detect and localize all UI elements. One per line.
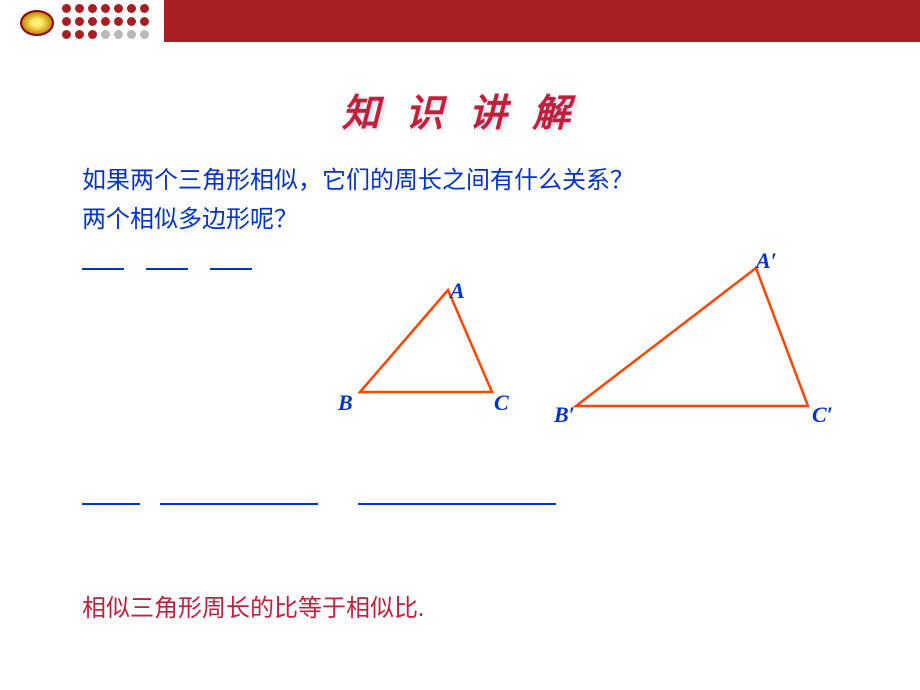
decoration-dot (62, 17, 71, 26)
logo-icon (20, 10, 54, 36)
decoration-dot (62, 4, 71, 13)
blank-underline (358, 503, 556, 505)
blank-underline (146, 268, 188, 270)
header-red-stripe (164, 0, 920, 42)
label-B: B (338, 390, 353, 416)
decoration-dot (75, 30, 84, 39)
label-A: A (450, 278, 465, 304)
decoration-dot (88, 4, 97, 13)
decoration-dot (75, 4, 84, 13)
triangle-large (568, 262, 818, 416)
decoration-dot (88, 17, 97, 26)
decoration-dot (127, 17, 136, 26)
decoration-dot (127, 4, 136, 13)
decoration-dot (62, 30, 71, 39)
conclusion-text: 相似三角形周长的比等于相似比. (82, 588, 424, 623)
label-C: C (494, 390, 509, 416)
decoration-dot (140, 4, 149, 13)
header-bar (0, 0, 920, 50)
blank-underline (210, 268, 252, 270)
decoration-dot (114, 17, 123, 26)
decoration-dot (127, 30, 136, 39)
decoration-dot (114, 4, 123, 13)
decoration-dot (75, 17, 84, 26)
dot-grid-decoration (62, 4, 152, 42)
label-A-prime: A′ (756, 248, 777, 274)
decoration-dot (140, 30, 149, 39)
blank-underline (82, 268, 124, 270)
page-title: 知 识 讲 解 (0, 82, 920, 137)
decoration-dot (101, 30, 110, 39)
question-line-1: 如果两个三角形相似，它们的周长之间有什么关系？ (82, 160, 634, 195)
decoration-dot (88, 30, 97, 39)
label-B-prime: B′ (554, 402, 575, 428)
decoration-dot (114, 30, 123, 39)
blank-underline (160, 503, 318, 505)
decoration-dot (101, 4, 110, 13)
question-line-2: 两个相似多边形呢？ (82, 199, 298, 234)
decoration-dot (140, 17, 149, 26)
label-C-prime: C′ (812, 402, 833, 428)
decoration-dot (101, 17, 110, 26)
triangle-small (352, 284, 502, 402)
blank-underline (82, 503, 140, 505)
